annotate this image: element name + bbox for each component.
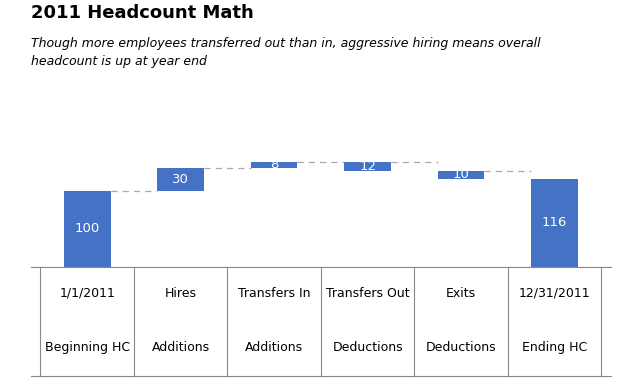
Bar xyxy=(157,168,204,191)
Text: 8: 8 xyxy=(270,158,278,171)
Text: Transfers In: Transfers In xyxy=(238,287,310,299)
Text: Deductions: Deductions xyxy=(332,341,403,354)
Text: 12/31/2011: 12/31/2011 xyxy=(519,287,590,299)
Text: 116: 116 xyxy=(542,216,567,229)
Text: 10: 10 xyxy=(452,168,470,181)
Text: Exits: Exits xyxy=(446,287,476,299)
Text: Though more employees transferred out than in, aggressive hiring means overall
h: Though more employees transferred out th… xyxy=(31,37,541,68)
Text: Transfers Out: Transfers Out xyxy=(326,287,409,299)
Bar xyxy=(251,162,298,168)
Text: Deductions: Deductions xyxy=(426,341,497,354)
Bar xyxy=(345,162,391,171)
Bar xyxy=(64,191,111,267)
Bar xyxy=(438,171,485,178)
Text: 1/1/2011: 1/1/2011 xyxy=(59,287,115,299)
Text: Ending HC: Ending HC xyxy=(522,341,587,354)
Text: 100: 100 xyxy=(75,222,100,235)
Text: 12: 12 xyxy=(359,160,376,173)
Text: Additions: Additions xyxy=(151,341,210,354)
Bar xyxy=(531,178,578,267)
Text: Beginning HC: Beginning HC xyxy=(45,341,130,354)
Text: Hires: Hires xyxy=(164,287,197,299)
Text: 30: 30 xyxy=(172,173,189,186)
Text: Additions: Additions xyxy=(245,341,303,354)
Text: 2011 Headcount Math: 2011 Headcount Math xyxy=(31,4,254,22)
